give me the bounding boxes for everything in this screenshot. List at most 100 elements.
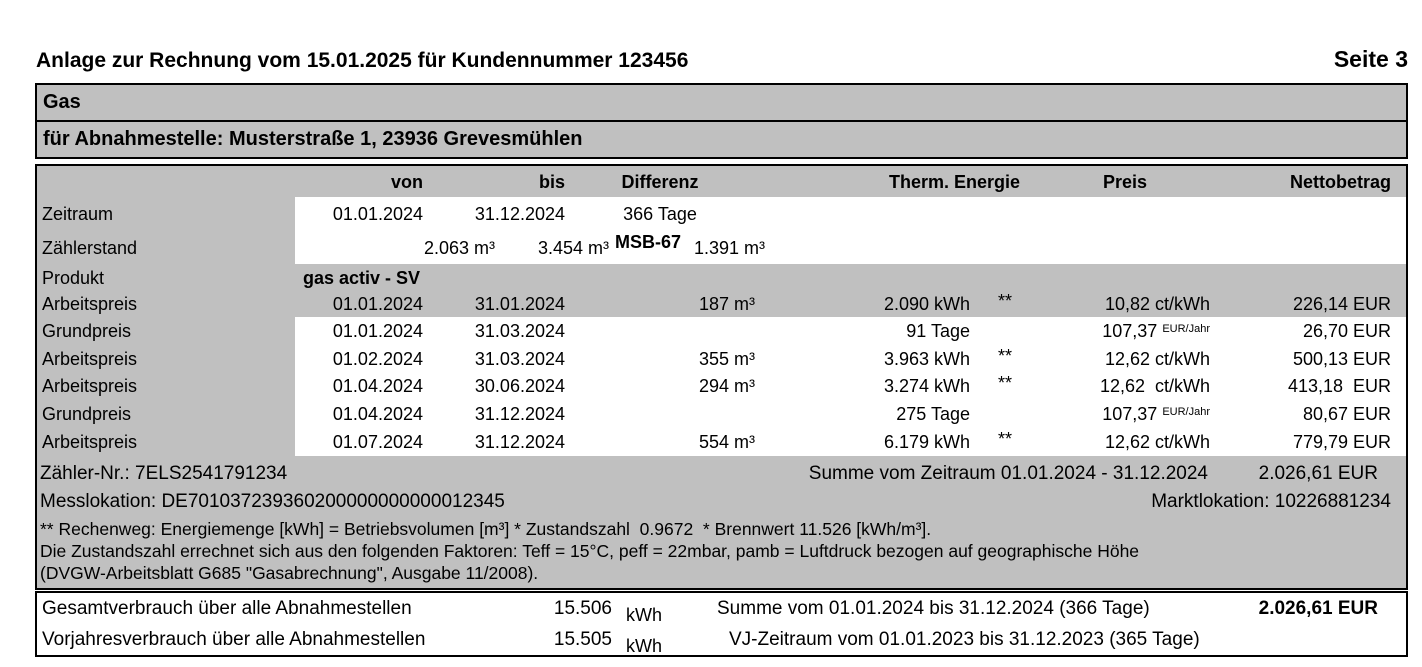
messlokation-id: Messlokation: DE701037239360200000000000…: [40, 490, 505, 512]
column-header-differenz: Differenz: [621, 171, 699, 192]
zaehlerstand-differenz: 1.391 m³: [693, 237, 765, 258]
column-header-bis: bis: [538, 171, 565, 192]
total-value: 15.506: [553, 597, 612, 619]
page-number: Seite 3: [1333, 46, 1408, 72]
row-label: Arbeitspreis: [42, 432, 138, 453]
price-bis: 30.06.2024: [474, 376, 565, 397]
footnote-line: Die Zustandszahl errechnet sich aus den …: [40, 540, 1140, 561]
product-name: gas activ - SV: [303, 267, 421, 288]
total-label: Gesamtverbrauch über alle Abnahmestellen: [42, 597, 412, 619]
price-differenz: 187 m³: [698, 294, 755, 314]
zeitraum-differenz: 366 Tage: [623, 204, 697, 224]
table-row-price: Arbeitspreis 01.04.2024 30.06.2024 294 m…: [37, 373, 1406, 401]
calculation-footnotes: ** Rechenweg: Energiemenge [kWh] = Betri…: [37, 516, 1406, 588]
price-bis: 31.12.2024: [474, 404, 565, 425]
delivery-point-bar: für Abnahmestelle: Musterstraße 1, 23936…: [43, 128, 583, 150]
price-preis: 12,62 ct/kWh: [1104, 432, 1210, 453]
total-amount: 2.026,61 EUR: [1258, 597, 1378, 619]
footnote-marker: **: [997, 429, 1012, 450]
price-differenz: 554 m³: [698, 432, 755, 453]
meter-summary-section: Zähler-Nr.: 7ELS2541791234 Summe vom Zei…: [37, 456, 1406, 516]
total-unit: kWh: [626, 605, 662, 625]
total-period: Summe vom 01.01.2024 bis 31.12.2024 (366…: [717, 597, 1150, 619]
total-row-current: Gesamtverbrauch über alle Abnahmestellen…: [37, 593, 1406, 626]
product-section-bar: Gas: [37, 85, 1406, 122]
price-netto: 413,18 EUR: [1287, 376, 1391, 397]
period-sum-value: 2.026,61 EUR: [1258, 462, 1378, 484]
price-preis: 10,82 ct/kWh: [1104, 294, 1210, 314]
white-cell-block: [295, 197, 1406, 264]
total-unit: kWh: [626, 636, 662, 656]
section-bars: Gas für Abnahmestelle: Musterstraße 1, 2…: [35, 83, 1408, 159]
price-menge: 3.963 kWh: [883, 348, 970, 369]
row-label: Zeitraum: [42, 204, 114, 224]
meter-row: Messlokation: DE701037239360200000000000…: [37, 488, 1406, 516]
price-von: 01.01.2024: [332, 320, 423, 341]
price-bis: 31.12.2024: [474, 432, 565, 453]
footnote-marker: **: [997, 291, 1012, 311]
zeitraum-von: 01.01.2024: [332, 204, 423, 224]
marktlokation-id: Marktlokation: 10226881234: [1151, 490, 1391, 512]
price-netto: 226,14 EUR: [1292, 294, 1391, 314]
table-row-zaehlerstand: Zählerstand 2.063 m³ 3.454 m³ MSB-67 1.3…: [37, 231, 1406, 264]
table-row-zeitraum: Zeitraum 01.01.2024 31.12.2024 366 Tage: [37, 197, 1406, 231]
document-header: Anlage zur Rechnung vom 15.01.2025 für K…: [36, 46, 1408, 74]
price-bis: 31.03.2024: [474, 348, 565, 369]
totals-box: Gesamtverbrauch über alle Abnahmestellen…: [35, 591, 1408, 657]
price-unit-small: EUR/Jahr: [1162, 322, 1210, 335]
column-header-nettobetrag: Nettobetrag: [1289, 171, 1391, 192]
meter-number: Zähler-Nr.: 7ELS2541791234: [40, 462, 288, 484]
table-header-row: von bis Differenz Therm. Energie Preis N…: [37, 166, 1406, 197]
price-menge: 2.090 kWh: [883, 294, 970, 314]
price-preis: 107,37 EUR/Jahr: [1102, 320, 1210, 341]
table-row-price: Grundpreis 01.04.2024 31.12.2024 275 Tag…: [37, 400, 1406, 428]
row-label: Produkt: [42, 267, 105, 288]
row-label: Arbeitspreis: [42, 294, 138, 314]
table-row-produkt: Produkt gas activ - SV: [37, 264, 1406, 291]
zaehlerstand-bis: 3.454 m³: [537, 237, 609, 258]
price-von: 01.02.2024: [332, 348, 423, 369]
price-preis: 12,62 ct/kWh: [1104, 348, 1210, 369]
price-von: 01.04.2024: [332, 376, 423, 397]
column-header-von: von: [390, 171, 423, 192]
price-differenz: 355 m³: [698, 348, 755, 369]
footnote-marker: **: [997, 373, 1012, 394]
meter-operator-note: MSB-67: [615, 231, 682, 252]
price-bis: 31.03.2024: [474, 320, 565, 341]
meter-row: Zähler-Nr.: 7ELS2541791234 Summe vom Zei…: [37, 460, 1406, 488]
footnote-marker: **: [997, 345, 1012, 366]
product-band: Produkt gas activ - SV Arbeitspreis 01.0…: [37, 264, 1406, 317]
price-menge: 275 Tage: [896, 404, 970, 425]
column-header-therm-energie: Therm. Energie: [888, 171, 1020, 192]
white-cell-block: [295, 317, 1406, 456]
price-differenz: 294 m³: [698, 376, 755, 397]
total-label: Vorjahresverbrauch über alle Abnahmestel…: [42, 628, 426, 650]
row-label: Arbeitspreis: [42, 348, 138, 369]
zeitraum-bis: 31.12.2024: [474, 204, 565, 224]
price-netto: 500,13 EUR: [1292, 348, 1391, 369]
price-detail-band: Grundpreis 01.01.2024 31.03.2024 91 Tage…: [37, 317, 1406, 456]
table-row-price: Grundpreis 01.01.2024 31.03.2024 91 Tage…: [37, 317, 1406, 345]
price-netto: 26,70 EUR: [1302, 320, 1391, 341]
price-netto: 779,79 EUR: [1292, 432, 1391, 453]
column-header-preis: Preis: [1102, 171, 1148, 192]
document-title: Anlage zur Rechnung vom 15.01.2025 für K…: [36, 49, 689, 72]
total-row-previous-year: Vorjahresverbrauch über alle Abnahmestel…: [37, 624, 1406, 657]
consumption-table: von bis Differenz Therm. Energie Preis N…: [35, 164, 1408, 590]
price-von: 01.04.2024: [332, 404, 423, 425]
zaehlerstand-von: 2.063 m³: [423, 237, 495, 258]
price-bis: 31.01.2024: [474, 294, 565, 314]
table-row-price: Arbeitspreis 01.07.2024 31.12.2024 554 m…: [37, 428, 1406, 456]
table-row-price: Arbeitspreis 01.01.2024 31.01.2024 187 m…: [37, 291, 1406, 317]
row-label: Grundpreis: [42, 320, 132, 341]
price-preis: 12,62 ct/kWh: [1099, 376, 1210, 397]
total-period: VJ-Zeitraum vom 01.01.2023 bis 31.12.202…: [729, 628, 1200, 650]
row-label: Grundpreis: [42, 404, 132, 425]
meter-reading-band: Zeitraum 01.01.2024 31.12.2024 366 Tage …: [37, 197, 1406, 264]
row-label: Arbeitspreis: [42, 376, 138, 397]
period-sum: Summe vom Zeitraum 01.01.2024 - 31.12.20…: [809, 463, 1378, 485]
price-menge: 3.274 kWh: [883, 376, 970, 397]
footnote-line: ** Rechenweg: Energiemenge [kWh] = Betri…: [40, 518, 932, 539]
row-label: Zählerstand: [42, 237, 138, 258]
